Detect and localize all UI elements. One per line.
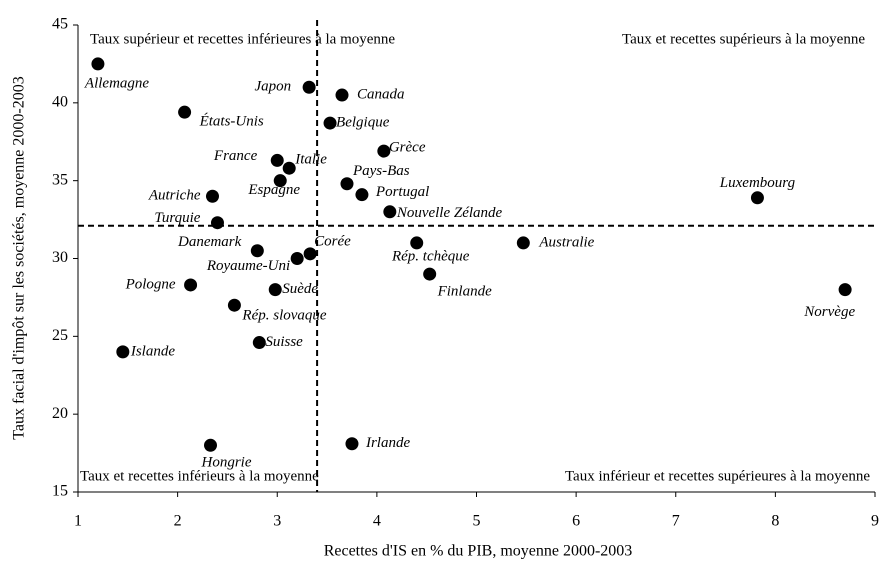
quadrant-annotation: Taux inférieur et recettes supérieures à… [565, 468, 870, 484]
point [252, 336, 266, 350]
x-tick-label: 1 [74, 513, 82, 530]
x-tick-label: 6 [572, 513, 580, 530]
point-label: France [213, 148, 258, 164]
y-axis-title: Taux facial d'impôt sur les sociétés, mo… [11, 76, 28, 439]
point [323, 116, 337, 130]
point-label: Belgique [336, 115, 390, 131]
point-label: Islande [130, 343, 176, 359]
point [423, 267, 437, 281]
point [750, 191, 764, 205]
point [282, 161, 296, 175]
point-label: Finlande [437, 284, 492, 300]
point-label: Autriche [148, 188, 201, 204]
y-tick-label: 30 [52, 249, 68, 266]
point-label: Pologne [125, 276, 176, 292]
point-label: Nouvelle Zélande [396, 205, 503, 221]
point [345, 437, 359, 451]
point [355, 188, 369, 202]
point [178, 105, 192, 119]
point [204, 438, 218, 452]
point-label: Japon [254, 79, 291, 95]
point [210, 216, 224, 230]
point [377, 144, 391, 158]
point-label: Norvège [803, 304, 855, 320]
x-tick-label: 5 [473, 513, 481, 530]
point-label: États-Unis [199, 113, 264, 130]
quadrant-annotation: Taux supérieur et recettes inférieures à… [90, 31, 395, 47]
point-label: Turquie [154, 210, 200, 226]
point-label: Royaume-Uni [206, 258, 290, 274]
point [516, 236, 530, 250]
point [838, 283, 852, 297]
x-tick-label: 3 [273, 513, 281, 530]
point [383, 205, 397, 219]
point [227, 298, 241, 312]
point-label: Portugal [375, 184, 429, 200]
point [184, 278, 198, 292]
point [205, 189, 219, 203]
point [302, 80, 316, 94]
x-tick-label: 2 [174, 513, 182, 530]
point [410, 236, 424, 250]
x-tick-label: 9 [871, 513, 879, 530]
point-label: Australie [538, 234, 594, 250]
point-label: Rép. slovaque [241, 308, 326, 324]
point [273, 174, 287, 188]
y-tick-label: 40 [52, 94, 68, 111]
quadrant-annotation: Taux et recettes supérieurs à la moyenne [622, 31, 865, 47]
quadrant-annotation: Taux et recettes inférieurs à la moyenne [80, 468, 319, 484]
point [250, 244, 264, 258]
point-label: Irlande [365, 435, 411, 451]
y-tick-label: 15 [52, 483, 68, 500]
point-label: Luxembourg [719, 175, 796, 191]
point-label: Italie [294, 152, 327, 168]
y-tick-label: 20 [52, 405, 68, 422]
x-tick-label: 7 [672, 513, 680, 530]
y-tick-label: 35 [52, 171, 68, 188]
point-label: Suisse [265, 334, 303, 350]
point [340, 177, 354, 191]
point-label: Corée [314, 233, 351, 249]
point [303, 247, 317, 261]
point-label: Suède [282, 281, 318, 297]
point [91, 57, 105, 71]
point-label: Hongrie [201, 455, 252, 471]
point-label: Grèce [389, 140, 426, 156]
point-label: Allemagne [84, 75, 149, 91]
point [335, 88, 349, 102]
point-label: Canada [357, 86, 405, 102]
x-axis-title: Recettes d'IS en % du PIB, moyenne 2000-… [324, 543, 633, 560]
point-label: Pays-Bas [352, 163, 410, 179]
x-tick-label: 8 [771, 513, 779, 530]
point [268, 283, 282, 297]
point [116, 345, 130, 359]
x-tick-label: 4 [373, 513, 381, 530]
y-tick-label: 25 [52, 327, 68, 344]
point-label: Espagne [247, 182, 300, 198]
point [290, 252, 304, 265]
y-tick-label: 45 [52, 16, 68, 33]
point [270, 153, 284, 167]
point-label: Danemark [177, 234, 242, 250]
point-label: Rép. tchèque [391, 248, 470, 264]
